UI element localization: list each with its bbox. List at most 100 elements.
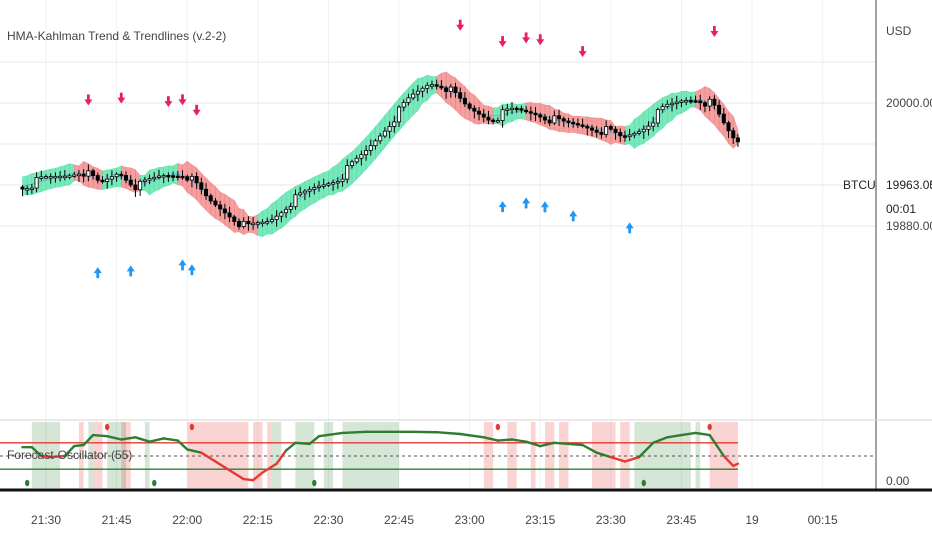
candle-body (345, 165, 350, 180)
candle-body (340, 178, 345, 182)
bullish-zone (271, 422, 282, 488)
candle-body (726, 122, 731, 132)
candle-body (326, 183, 331, 186)
oscillator-segment (284, 441, 297, 452)
oscillator-segment (200, 451, 217, 463)
candle-body (29, 187, 34, 190)
oscillator-segment (341, 430, 368, 435)
candle-body (613, 128, 618, 133)
buy-arrow-head (93, 267, 102, 274)
candle-body (119, 173, 124, 177)
sell-arrow-icon (536, 34, 545, 46)
signal-arrows (84, 19, 719, 279)
candle-body (670, 102, 675, 106)
buy-arrow-head (540, 201, 549, 208)
oscillator-title[interactable]: Forecast-Oscillator (55) (7, 448, 132, 462)
time-tick-label: 21:45 (102, 513, 132, 527)
sell-dot (104, 423, 110, 431)
bearish-zone (530, 422, 536, 488)
sell-arrow-shaft (181, 94, 184, 101)
candle-body (575, 123, 580, 126)
buy-arrow-icon (126, 265, 135, 277)
oscillator-segment (308, 435, 321, 446)
candle-body (411, 93, 416, 99)
sell-arrow-shaft (524, 32, 528, 39)
bullish-zone (295, 422, 315, 488)
candle-body (20, 186, 25, 190)
oscillator-segment (459, 432, 485, 439)
bar-countdown: 00:01 (886, 202, 916, 216)
oscillator-segment (553, 441, 570, 446)
oscillator-line (21, 430, 740, 482)
sell-arrow-shaft (86, 94, 90, 101)
sell-arrow-icon (456, 19, 465, 31)
hma-kahlman-bands (22, 71, 739, 238)
candle-body (717, 104, 722, 115)
candle-body (458, 92, 463, 99)
oscillator-segment (275, 449, 288, 465)
oscillator-segment (680, 431, 697, 437)
oscillator-segment (652, 436, 669, 444)
candle-body (731, 130, 736, 139)
candle-body (109, 176, 114, 180)
oscillator-segment (317, 431, 344, 438)
buy-arrow-icon (498, 201, 507, 213)
sell-arrow-icon (710, 26, 719, 38)
buy-arrow-head (178, 259, 187, 266)
bullish-zone (31, 422, 61, 488)
candle-body (317, 185, 322, 188)
bearish-zone (187, 422, 249, 488)
sell-arrow-shaft (538, 34, 542, 41)
candle-body (142, 179, 147, 182)
oscillator-segment (694, 431, 711, 437)
candle-body (707, 98, 712, 107)
buy-arrow-icon (522, 197, 531, 209)
candle-body (241, 220, 246, 227)
time-axis-labels[interactable]: 21:30 21:45 22:00 22:15 22:30 22:45 23:00 23:15… (31, 513, 838, 527)
price-tick-label: 19880.00 (886, 219, 932, 233)
candle-body (147, 178, 152, 181)
main-grid (0, 0, 876, 490)
candle-body (255, 222, 260, 225)
indicator-title[interactable]: HMA-Kahlman Trend & Trendlines (v.2-2) (7, 29, 226, 43)
candle-body (53, 175, 58, 179)
candle-body (500, 109, 505, 121)
candle-body (236, 221, 241, 227)
sell-arrow-shaft (458, 19, 462, 26)
oscillator-segment (666, 433, 683, 439)
candle-body (175, 175, 180, 178)
oscillator-segment (609, 455, 627, 463)
candle-body (302, 190, 307, 194)
candle-body (72, 174, 77, 177)
candle-body (251, 222, 256, 226)
bearish-zone (253, 422, 263, 488)
oscillator-segment (595, 451, 613, 459)
oscillator-segment (261, 462, 278, 474)
candle-body (557, 115, 562, 120)
bearish-zone (559, 422, 569, 488)
candle-body (604, 126, 609, 135)
candle-body (655, 109, 660, 124)
oscillator-segment (242, 477, 255, 482)
oscillator-pane[interactable]: Forecast-Oscillator (55) (0, 422, 876, 488)
oscillator-segment (294, 441, 311, 446)
main-pane[interactable]: HMA-Kahlman Trend & Trendlines (v.2-2) B… (0, 0, 893, 490)
candle-body (91, 170, 96, 176)
candle-body (632, 132, 637, 136)
candle-body (392, 121, 397, 127)
bearish-zone (544, 422, 555, 488)
oscillator-tick-zero: 0.00 (886, 474, 910, 488)
candle-body (128, 179, 133, 186)
oscillator-segment (251, 471, 264, 482)
buy-arrow-shaft (501, 206, 504, 213)
oscillator-segment (708, 433, 726, 458)
sell-dot (495, 423, 501, 431)
candle-body (637, 131, 642, 134)
candle-body (185, 176, 190, 181)
candle-body (335, 181, 340, 184)
time-tick-label: 19 (745, 513, 759, 527)
candle-body (161, 175, 166, 178)
oscillator-segment (134, 436, 151, 443)
